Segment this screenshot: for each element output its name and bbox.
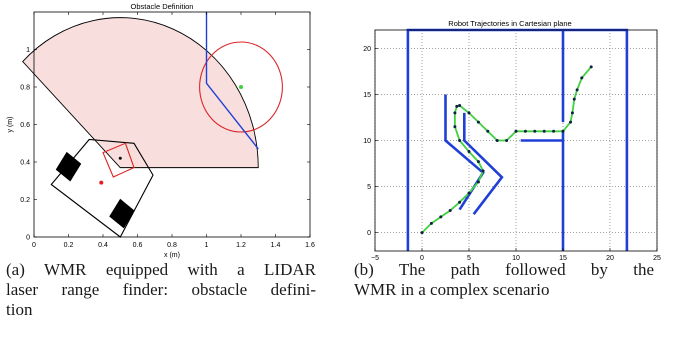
x-tick-label: 1.2 (236, 242, 246, 249)
y-tick-label: 0 (26, 235, 30, 242)
trajectory-point (429, 221, 433, 225)
obstacle-definition-plot: 0 0.2 0.4 0.6 0.8 1 1.2 1.4 1.6 0 0.2 0.4 0.6 0.8 1 Obs… (7, 2, 315, 259)
trajectory-point (476, 160, 480, 164)
caption-b-line: WMR in a complex scenario (354, 280, 550, 299)
obstacle-circle (199, 41, 283, 133)
y-tick-label: 0.4 (20, 160, 30, 167)
panel-a-obstacle-definition: 0 0.2 0.4 0.6 0.8 1 1.2 1.4 1.6 0 0.2 0.4 0.6 0.8 1 Obs… (0, 0, 330, 341)
trajectory-point (495, 139, 499, 142)
trajectory-point (448, 208, 452, 212)
x-tick-label: 1.6 (305, 242, 315, 249)
x-tick-label: 0.2 (64, 242, 74, 249)
x-tick-label: 10 (512, 255, 520, 260)
x-tick-label: 15 (559, 255, 567, 260)
trajectory-point (467, 150, 471, 154)
x-axis-label: x (m) (164, 252, 180, 259)
laser-scan-sector (22, 17, 259, 169)
y-tick-label: 0.2 (20, 197, 30, 204)
trajectory-point (561, 129, 565, 133)
trajectory-point (458, 139, 462, 142)
robot-center-point (99, 180, 104, 185)
trajectory-point (570, 111, 574, 115)
y-axis-label: y (m) (7, 117, 14, 133)
trajectory-point (514, 129, 518, 133)
trajectory-point (580, 76, 584, 80)
robot-wheel (109, 198, 135, 229)
trajectory-point (533, 129, 537, 133)
y-tick-label: 10 (363, 138, 371, 145)
y-tick-label: 5 (367, 184, 371, 191)
trajectory-point (453, 125, 457, 129)
lidar-sensor-square (102, 142, 135, 178)
wall-segment (463, 112, 504, 215)
trajectory-point (455, 104, 459, 108)
y-tick-label: 0.8 (20, 85, 30, 92)
trajectory-point (569, 120, 573, 124)
caption-b: (b) The path followed by the WMR in a co… (354, 260, 654, 300)
y-tick-label: 0 (367, 230, 371, 237)
trajectory-point (467, 191, 471, 195)
x-tick-label: 5 (467, 255, 471, 260)
trajectory-point (439, 215, 443, 219)
x-tick-label: 25 (653, 255, 661, 260)
obstacle-center-point (239, 85, 243, 89)
trajectory-point (505, 139, 509, 142)
x-tick-label: −5 (371, 255, 379, 260)
trajectory-point (486, 129, 490, 133)
trajectory-point (476, 120, 480, 124)
x-tick-label: 1 (205, 242, 209, 249)
x-tick-label: 0 (32, 242, 36, 249)
y-tick-label: 15 (363, 92, 371, 99)
trajectory-line (421, 66, 592, 234)
robot-body (50, 138, 154, 238)
y-tick-label: 20 (363, 46, 371, 53)
trajectory-point (572, 97, 576, 101)
trajectory-point (476, 180, 480, 184)
robot-trajectory-plot: −5 0 5 10 15 20 25 0 5 10 15 20 Robot Trajectories i… (363, 19, 661, 262)
trajectory-point (458, 200, 462, 204)
y-tick-label: 0.6 (20, 122, 30, 129)
caption-b-line: (b) The path followed by the (354, 260, 654, 279)
trajectory-point (453, 111, 457, 115)
caption-a-line: laser range finder: obstacle defini- (6, 280, 316, 299)
chart-title: Robot Trajectories in Cartesian plane (448, 19, 571, 28)
trajectory-point (552, 129, 556, 133)
x-tick-label: 0.6 (133, 242, 143, 249)
x-tick-label: 0.4 (98, 242, 108, 249)
caption-a: (a) WMR equipped with a LIDAR laser rang… (6, 260, 316, 320)
y-tick-label: 1 (26, 47, 30, 54)
trajectory-point (589, 65, 593, 69)
trajectory-point (481, 169, 485, 173)
caption-a-line: tion (6, 300, 33, 319)
trajectory-point (575, 88, 579, 92)
trajectory-point (458, 104, 462, 108)
x-tick-label: 0.8 (167, 242, 177, 249)
trajectory-point (420, 231, 424, 235)
caption-a-line: (a) WMR equipped with a LIDAR (6, 260, 316, 279)
x-tick-label: 0 (420, 255, 424, 260)
x-tick-label: 1.4 (271, 242, 281, 249)
chart-title: Obstacle Definition (131, 2, 194, 11)
trajectory-point (467, 111, 471, 115)
x-tick-label: 20 (606, 255, 614, 260)
trajectory-point (523, 129, 527, 133)
panel-b-trajectory: −5 0 5 10 15 20 25 0 5 10 15 20 Robot Trajectories i… (345, 0, 673, 341)
lidar-origin-point (118, 156, 122, 160)
trajectory-point (542, 129, 546, 133)
wall-line (205, 12, 259, 150)
robot-wheel (55, 151, 82, 182)
